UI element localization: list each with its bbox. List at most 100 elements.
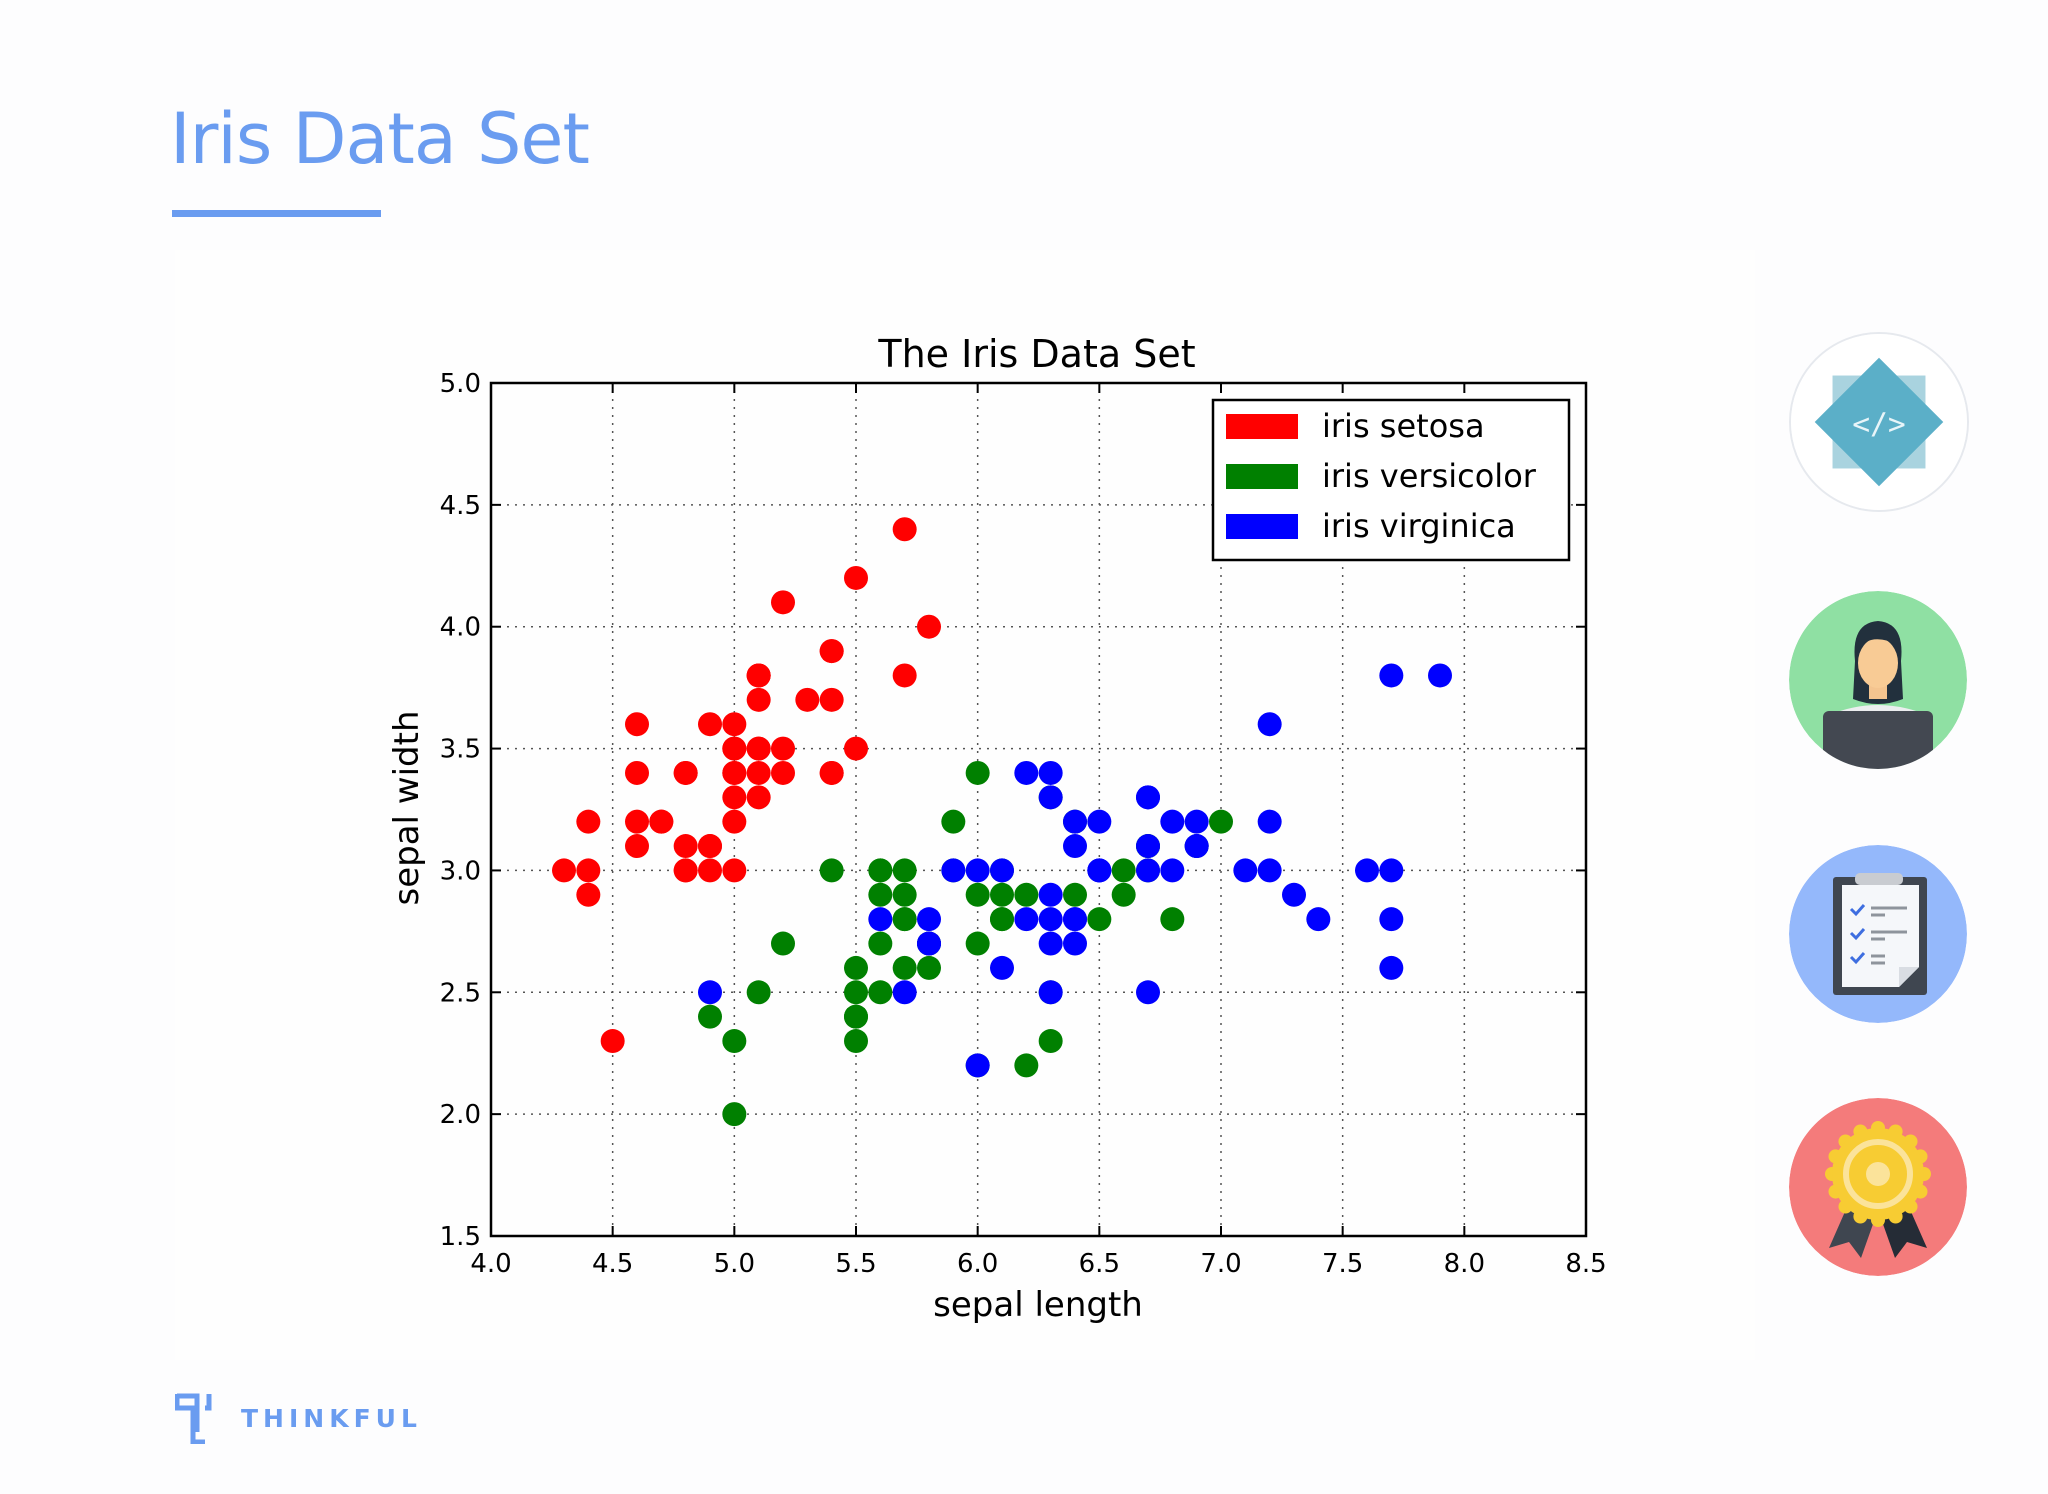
data-point: [1038, 931, 1063, 956]
y-tick-label: 3.5: [440, 735, 481, 765]
data-point: [1257, 712, 1282, 737]
data-point: [1063, 809, 1087, 834]
data-point: [600, 1029, 625, 1054]
data-point: [1257, 809, 1282, 834]
x-tick-label: 4.0: [470, 1249, 511, 1279]
data-point: [892, 955, 917, 980]
chart-legend: iris setosa iris versicolor iris virginica: [1211, 398, 1571, 562]
data-point: [892, 858, 917, 883]
data-point: [1209, 809, 1233, 834]
data-point: [1014, 760, 1039, 785]
code-icon: </>: [1789, 332, 1969, 512]
x-tick-label: 5.5: [835, 1249, 876, 1279]
data-point: [990, 882, 1014, 907]
y-tick-label: 4.0: [440, 613, 481, 643]
legend-swatch: [1226, 414, 1298, 439]
data-point: [1379, 955, 1404, 980]
data-point: [1014, 907, 1039, 932]
data-point: [868, 931, 893, 956]
data-point: [1379, 858, 1404, 883]
data-point: [1233, 858, 1258, 883]
y-tick-label: 1.5: [440, 1222, 481, 1252]
x-tick-label: 5.0: [714, 1249, 755, 1279]
data-point: [965, 882, 990, 907]
data-point: [722, 736, 747, 761]
x-tick-label: 4.5: [592, 1249, 633, 1279]
data-point: [625, 809, 649, 834]
data-point: [1111, 882, 1136, 907]
x-axis-label: sepal length: [933, 1285, 1143, 1325]
x-tick-label: 8.5: [1565, 1249, 1606, 1279]
data-point: [844, 955, 868, 980]
data-point: [746, 980, 771, 1005]
developer-avatar-icon: [1789, 591, 1967, 769]
series-iris-setosa: [552, 517, 941, 1054]
data-point: [625, 712, 649, 737]
svg-text:</>: </>: [1852, 406, 1906, 441]
thinkful-brand: THINKFUL: [175, 1392, 422, 1444]
data-point: [1306, 907, 1331, 932]
data-point: [868, 858, 893, 883]
series-iris-virginica: [698, 663, 1452, 1078]
thinkful-logo-icon: [175, 1393, 212, 1444]
data-point: [576, 858, 601, 883]
data-point: [819, 639, 844, 664]
data-point: [746, 663, 771, 688]
data-point: [965, 760, 990, 785]
data-point: [722, 785, 747, 810]
data-point: [1160, 858, 1185, 883]
data-point: [576, 809, 601, 834]
legend-label: iris virginica: [1322, 507, 1516, 545]
data-point: [1038, 1029, 1063, 1054]
data-point: [722, 760, 747, 785]
data-point: [1257, 858, 1282, 883]
data-point: [917, 907, 941, 932]
data-point: [917, 931, 941, 956]
y-tick-label: 5.0: [440, 369, 481, 399]
data-point: [844, 1029, 868, 1054]
data-point: [625, 760, 649, 785]
data-point: [844, 980, 868, 1005]
page-title: Iris Data Set: [170, 98, 590, 180]
award-badge-icon: [1789, 1098, 1967, 1276]
data-point: [722, 809, 747, 834]
data-point: [1136, 834, 1160, 859]
data-point: [1063, 882, 1087, 907]
data-point: [990, 907, 1014, 932]
data-point: [892, 907, 917, 932]
data-point: [1136, 980, 1160, 1005]
data-point: [722, 1102, 747, 1127]
data-point: [1038, 785, 1063, 810]
data-point: [1379, 663, 1404, 688]
data-point: [941, 809, 966, 834]
data-point: [722, 712, 747, 737]
data-point: [1038, 907, 1063, 932]
data-point: [795, 687, 820, 712]
legend-swatch: [1226, 514, 1298, 539]
data-point: [819, 687, 844, 712]
data-point: [1038, 882, 1063, 907]
data-point: [698, 980, 722, 1005]
data-point: [1184, 809, 1209, 834]
data-point: [1355, 858, 1379, 883]
data-point: [965, 931, 990, 956]
data-point: [746, 785, 771, 810]
checklist-clipboard-icon: [1789, 845, 1967, 1023]
data-point: [917, 955, 941, 980]
data-point: [1014, 1053, 1039, 1078]
data-point: [868, 907, 893, 932]
data-point: [892, 517, 917, 542]
data-point: [892, 882, 917, 907]
data-point: [1087, 858, 1112, 883]
data-point: [1160, 809, 1185, 834]
x-tick-label: 7.0: [1200, 1249, 1241, 1279]
data-point: [868, 980, 893, 1005]
data-point: [917, 614, 941, 639]
data-point: [819, 760, 844, 785]
data-point: [1038, 760, 1063, 785]
x-tick-label: 8.0: [1444, 1249, 1485, 1279]
y-tick-label: 3.0: [440, 856, 481, 886]
data-point: [722, 858, 747, 883]
data-point: [844, 736, 868, 761]
